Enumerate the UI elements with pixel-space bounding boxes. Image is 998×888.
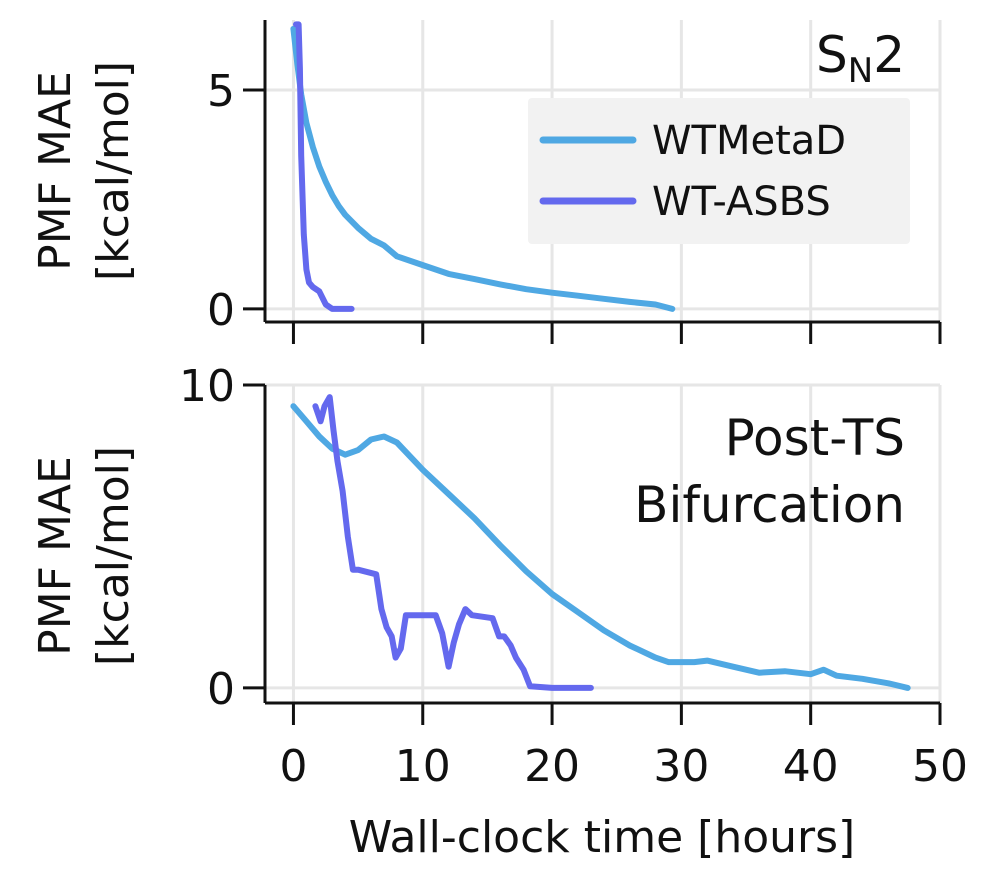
bottom-panel-title-line2: Bifurcation — [634, 476, 905, 534]
legend-box — [528, 98, 910, 244]
x-tick-label-40: 40 — [783, 741, 839, 792]
legend: WTMetaD WT-ASBS — [528, 98, 910, 244]
x-tick-label-30: 30 — [653, 741, 709, 792]
bottom-panel: Post-TS Bifurcation 0 10 20 30 40 50 0 10 PMF M… — [30, 361, 968, 863]
top-ylabel-line2: [kcal/mol] — [88, 61, 139, 281]
bottom-series-wtmetad — [290, 403, 911, 691]
bottom-grid — [265, 383, 942, 703]
top-lines — [290, 21, 676, 312]
x-tick-label-20: 20 — [524, 741, 580, 792]
bottom-y-tick-label-10: 10 — [179, 361, 235, 412]
x-axis-label: Wall-clock time [hours] — [349, 812, 855, 863]
top-y-tick-label-5: 5 — [207, 66, 235, 117]
top-panel: WTMetaD WT-ASBS SN2 05 PMF MAE [kcal/mol… — [30, 20, 942, 344]
top-ylabel-line1: PMF MAE — [30, 71, 81, 271]
bottom-y-tick-label-0: 0 — [207, 664, 235, 715]
bottom-panel-title-line1: Post-TS — [725, 409, 905, 467]
top-panel-title: SN2 — [816, 26, 905, 91]
bottom-ticks: 0 10 20 30 40 50 0 10 — [179, 361, 968, 792]
legend-label-wt-asbs: WT-ASBS — [652, 179, 831, 225]
bottom-lines — [290, 394, 911, 691]
top-y-tick-label-0: 0 — [207, 285, 235, 336]
x-tick-label-50: 50 — [912, 741, 968, 792]
top-series-wtmetad — [290, 25, 676, 312]
bottom-ylabel-line1: PMF MAE — [30, 456, 81, 656]
x-tick-label-10: 10 — [395, 741, 451, 792]
legend-label-wtmetad: WTMetaD — [652, 118, 846, 164]
top-series-wt-asbs — [293, 21, 355, 312]
bottom-series-wt-asbs — [312, 394, 594, 691]
x-tick-label-0: 0 — [279, 741, 307, 792]
bottom-ylabel-line2: [kcal/mol] — [88, 446, 139, 666]
top-ticks: 05 — [207, 66, 942, 344]
